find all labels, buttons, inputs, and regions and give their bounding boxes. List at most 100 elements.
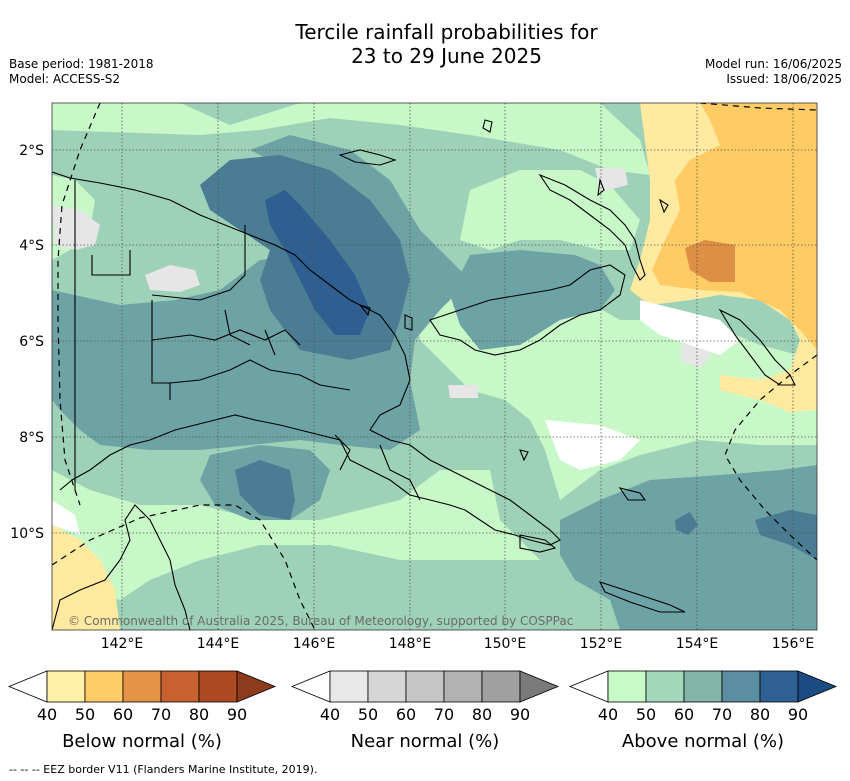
field-above-80-south [235, 460, 295, 520]
bougainville-coast [718, 308, 796, 386]
near-normal-legend-high-extend [519, 670, 560, 703]
map-frame [51, 102, 818, 631]
field-above-80-se [755, 510, 817, 560]
probability-fields [52, 103, 817, 630]
dentrecasteaux-islands [519, 487, 686, 613]
field-near-50-nw [145, 265, 200, 292]
lat-label-2s: 2°S [19, 143, 44, 159]
below-normal-legend-tick: 50 [74, 705, 96, 724]
lon-label-152e: 152°E [579, 636, 623, 652]
above-normal-legend-swatch [683, 670, 723, 703]
graticule [52, 103, 817, 630]
province-lines [91, 225, 421, 501]
field-near-50-c [448, 385, 478, 398]
model-run: Model run: 16/06/2025 [704, 57, 842, 71]
field-below-60-ne [652, 103, 817, 350]
above-normal-legend-tick: 60 [673, 705, 695, 724]
below-normal-legend-tick: 40 [36, 705, 58, 724]
title-line-1: Tercile rainfall probabilities for [295, 20, 598, 44]
above-normal-legend-tick: 70 [711, 705, 733, 724]
field-near-50-e1 [595, 168, 628, 192]
field-white-c [545, 420, 640, 470]
near-normal-legend-low-extend [290, 670, 331, 703]
eez-ne [699, 103, 817, 111]
below-normal-legend-swatch [84, 670, 124, 703]
title-line-2: 23 to 29 June 2025 [351, 44, 542, 68]
above-normal-legend-swatch [607, 670, 647, 703]
above-normal-legend-swatch [645, 670, 685, 703]
lat-label-4s: 4°S [19, 238, 44, 254]
lon-label-146e: 146°E [292, 636, 336, 652]
below-normal-legend-tick: 80 [188, 705, 210, 724]
field-above-80-e [675, 512, 698, 535]
below-normal-legend-swatch [160, 670, 200, 703]
eez-borders [52, 103, 817, 630]
copyright-notice: © Commonwealth of Australia 2025, Bureau… [68, 614, 574, 628]
near-normal-legend-tick: 90 [509, 705, 531, 724]
below-normal-legend-high-extend [236, 670, 277, 703]
above-normal-legend-tick: 90 [787, 705, 809, 724]
eez-south [52, 504, 316, 630]
above-normal-legend-tick: 50 [635, 705, 657, 724]
near-normal-legend-swatch [367, 670, 407, 703]
above-normal-legend-low-extend [568, 670, 609, 703]
new-guinea-coast [52, 171, 561, 546]
eez-west [57, 103, 101, 506]
australia-cape-york [52, 504, 191, 630]
near-normal-legend-tick: 70 [433, 705, 455, 724]
lon-label-142e: 142°E [100, 636, 144, 652]
below-normal-legend-tick: 60 [112, 705, 134, 724]
near-normal-legend-swatch [329, 670, 369, 703]
field-below-70-ne [685, 240, 735, 282]
manus-coast [338, 149, 397, 166]
lat-label-8s: 8°S [19, 430, 44, 446]
above-normal-legend-swatch [721, 670, 761, 703]
field-white-sw [52, 500, 80, 535]
small-islands [358, 119, 669, 462]
above-normal-legend-swatch [759, 670, 799, 703]
below-normal-legend-title: Below normal (%) [62, 731, 222, 752]
below-normal-legend-tick: 70 [150, 705, 172, 724]
near-normal-legend-tick: 50 [357, 705, 379, 724]
lon-label-156e: 156°E [771, 636, 815, 652]
field-above-90-core [265, 190, 370, 335]
model-name: Model: ACCESS-S2 [9, 72, 121, 86]
near-normal-legend-swatch [443, 670, 483, 703]
base-period: Base period: 1981-2018 [9, 57, 154, 71]
field-near-50-west [52, 205, 100, 250]
lon-label-154e: 154°E [675, 636, 719, 652]
eez-footnote: -- -- -- EEZ border V11 (Flanders Marine… [9, 763, 318, 776]
below-normal-legend-tick: 90 [226, 705, 248, 724]
field-above-70-east [450, 250, 615, 350]
below-normal-legend-swatch [46, 670, 86, 703]
near-normal-legend-swatch [405, 670, 445, 703]
near-normal-legend-tick: 60 [395, 705, 417, 724]
near-normal-legend-tick: 80 [471, 705, 493, 724]
coastlines [52, 119, 796, 630]
lon-label-144e: 144°E [196, 636, 240, 652]
field-above-70-southeast [560, 465, 817, 630]
above-normal-legend-tick: 80 [749, 705, 771, 724]
field-below-50-sw [52, 525, 120, 630]
lat-label-6s: 6°S [19, 334, 44, 350]
chart-title: Tercile rainfall probabilities for 23 to… [0, 20, 850, 68]
legend-bars [7, 670, 838, 703]
below-normal-legend-swatch [122, 670, 162, 703]
meta-left: Base period: 1981-2018 Model: ACCESS-S2 [9, 57, 154, 87]
below-normal-legend-low-extend [7, 670, 48, 703]
lon-label-150e: 150°E [483, 636, 527, 652]
near-normal-legend-title: Near normal (%) [350, 731, 500, 752]
issued-date: Issued: 18/06/2025 [726, 72, 842, 86]
below-normal-legend-swatch [198, 670, 238, 703]
lat-label-10s: 10°S [10, 526, 44, 542]
above-normal-legend-title: Above normal (%) [621, 731, 785, 752]
png-border [151, 300, 171, 400]
field-above-50-north [52, 103, 650, 175]
new-britain-coast [429, 264, 626, 356]
field-above-50-south [52, 470, 540, 600]
eez-se [724, 354, 817, 561]
lon-label-148e: 148°E [388, 636, 432, 652]
meta-right: Model run: 16/06/2025 Issued: 18/06/2025 [705, 57, 842, 87]
above-normal-legend-tick: 40 [597, 705, 619, 724]
